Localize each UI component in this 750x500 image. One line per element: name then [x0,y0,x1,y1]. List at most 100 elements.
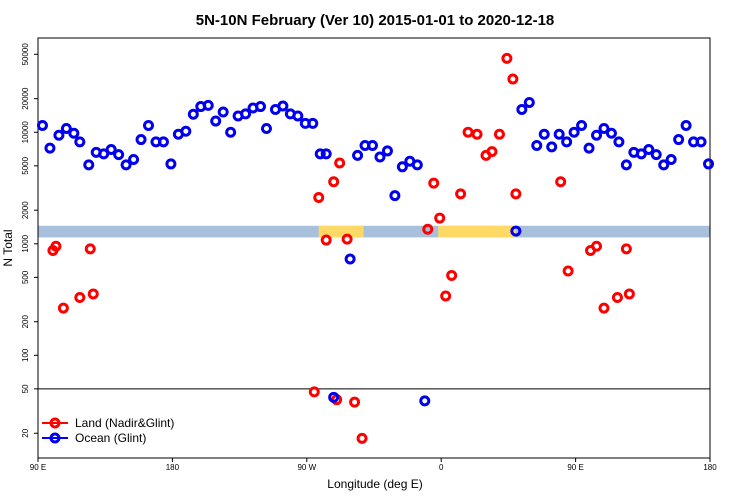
ocean-point [277,100,289,112]
ocean-point [143,119,155,131]
ocean-point [36,119,48,131]
land-point [74,291,86,303]
ocean-point [703,158,715,170]
land-point [422,223,434,235]
y-tick-label: 1000 [21,234,30,252]
ocean-point [419,395,431,407]
ocean-point [314,148,326,160]
y-tick-label: 200 [21,315,30,329]
land-point [598,302,610,314]
ocean-point [620,159,632,171]
land-point [462,126,474,138]
land-band-segment [318,225,364,238]
land-point [623,288,635,300]
ocean-band [38,225,710,238]
land-point [57,302,69,314]
land-point [87,288,99,300]
ocean-point [344,253,356,265]
ocean-point [553,128,565,140]
ocean-point [157,136,169,148]
ocean-point [60,123,72,135]
x-tick-label: 90 E [567,463,583,472]
ocean-point [523,96,535,108]
y-axis-label: N Total [1,229,15,266]
ocean-point [202,99,214,111]
ocean-point [635,148,647,160]
ocean-point [546,141,558,153]
ocean-point [613,136,625,148]
ocean-point [105,144,117,156]
ocean-point [576,119,588,131]
ocean-point [650,149,662,161]
ocean-point [695,136,707,148]
ocean-point [538,128,550,140]
legend: Land (Nadir&Glint) Ocean (Glint) [42,416,174,445]
legend-marker-ocean [49,432,61,444]
land-point [356,432,368,444]
y-tick-label: 5000 [21,156,30,174]
ocean-point [240,108,252,120]
ocean-point [165,158,177,170]
ocean-point [568,126,580,138]
ocean-point [510,225,522,237]
x-axis-label: Longitude (deg E) [327,477,422,491]
y-tick-label: 10000 [21,121,30,144]
ocean-point [260,123,272,135]
ocean-point [320,148,332,160]
ocean-point [367,140,379,152]
x-tick-label: 90 W [297,463,316,472]
land-point [308,386,320,398]
ocean-point [74,136,86,148]
ocean-point [352,149,364,161]
y-tick-label: 500 [21,270,30,284]
land-point [611,291,623,303]
ocean-point [673,134,685,146]
land-point [493,128,505,140]
ocean-point [328,391,340,403]
land-band-segment [438,225,516,238]
ocean-point [389,190,401,202]
legend-marker-land [49,417,61,429]
ocean-point [307,117,319,129]
ocean-point [113,149,125,161]
ocean-point [643,144,655,156]
land-point [313,191,325,203]
legend-label-land: Land (Nadir&Glint) [75,416,174,430]
ocean-point [210,115,222,127]
y-tick-label: 20000 [21,87,30,110]
land-point [440,290,452,302]
ocean-point [605,127,617,139]
ocean-point [217,106,229,118]
ocean-point [135,134,147,146]
land-point [501,52,513,64]
x-tick-label: 0 [439,463,444,472]
land-point [471,128,483,140]
y-tick-label: 20 [21,428,30,437]
y-tick-label: 50 [21,384,30,393]
ocean-point [225,126,237,138]
land-point [320,234,332,246]
ocean-point [680,119,692,131]
x-tick-label: 180 [703,463,717,472]
land-point [328,176,340,188]
ocean-point [591,129,603,141]
ocean-point [561,136,573,148]
ocean-point [187,108,199,120]
land-point [555,176,567,188]
ocean-point [98,148,110,160]
ocean-point [68,127,80,139]
ocean-point [516,103,528,115]
ocean-point [583,142,595,154]
x-tick-label: 180 [166,463,180,472]
ocean-point [180,125,192,137]
ocean-point [44,142,56,154]
y-tick-label: 100 [21,348,30,362]
land-point [486,146,498,158]
ocean-point [120,159,132,171]
y-tick-label: 50000 [21,43,30,66]
land-point [591,240,603,252]
land-point [84,243,96,255]
ocean-point [292,110,304,122]
land-point [334,157,346,169]
